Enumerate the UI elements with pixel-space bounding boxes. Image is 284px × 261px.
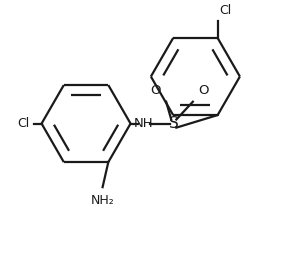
Text: S: S (169, 116, 179, 131)
Text: Cl: Cl (17, 117, 30, 130)
Text: O: O (199, 84, 209, 97)
Text: O: O (150, 84, 160, 97)
Text: NH₂: NH₂ (91, 193, 114, 206)
Text: Cl: Cl (219, 4, 231, 17)
Text: NH: NH (133, 117, 153, 130)
